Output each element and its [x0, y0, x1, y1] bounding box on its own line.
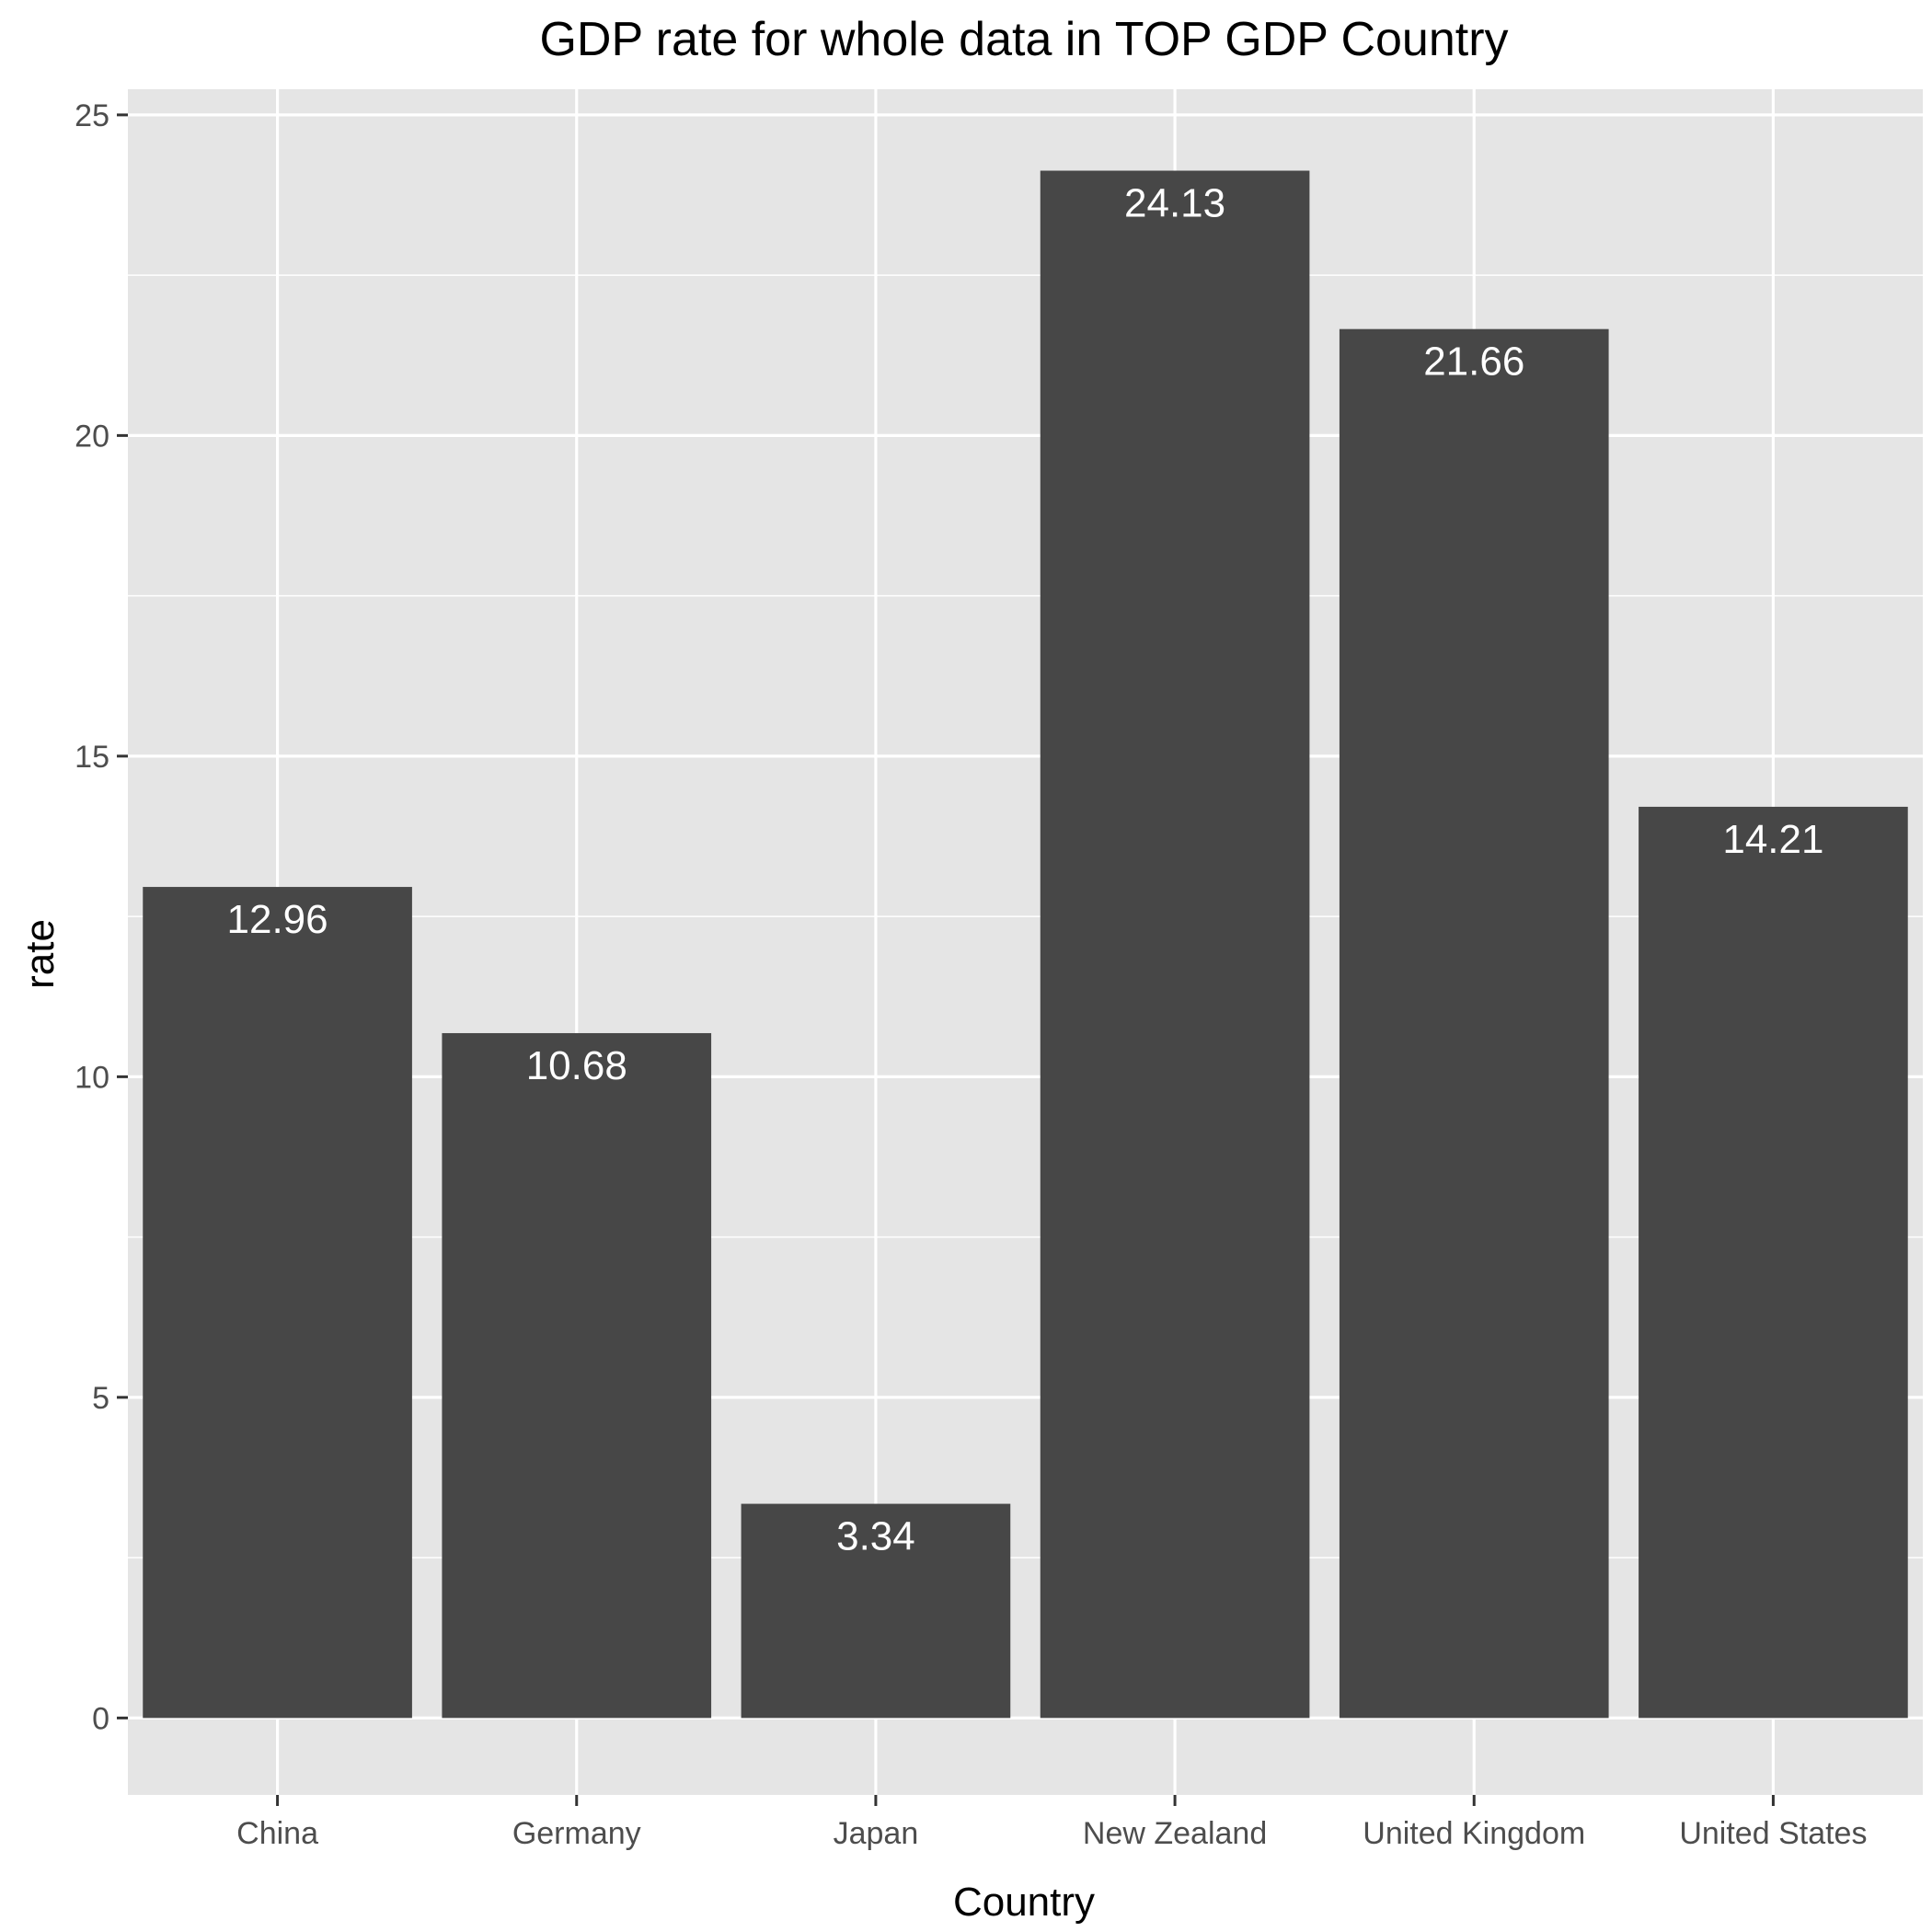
chart-title: GDP rate for whole data in TOP GDP Count…: [539, 13, 1508, 66]
x-tick-label: China: [236, 1816, 318, 1851]
y-tick-label: 0: [92, 1701, 109, 1736]
y-tick-label: 5: [92, 1381, 109, 1416]
data-label: 12.96: [227, 897, 328, 942]
data-label: 10.68: [526, 1043, 627, 1088]
data-label: 21.66: [1423, 339, 1524, 385]
y-tick-label: 25: [75, 98, 109, 133]
bar: [1040, 170, 1310, 1719]
x-axis-title: Country: [953, 1880, 1095, 1925]
bar: [442, 1032, 712, 1719]
y-tick-label: 10: [75, 1060, 109, 1095]
data-label: 14.21: [1722, 817, 1823, 862]
x-tick-label: Japan: [834, 1816, 919, 1851]
bars: [143, 170, 1908, 1719]
x-tick-label: United Kingdom: [1363, 1816, 1585, 1851]
x-tick-label: Germany: [512, 1816, 641, 1851]
y-tick-label: 20: [75, 419, 109, 454]
y-tick-label: 15: [75, 740, 109, 775]
bar: [1639, 806, 1908, 1719]
x-tick-label: New Zealand: [1083, 1816, 1267, 1851]
data-label: 24.13: [1124, 181, 1225, 226]
x-axis: China Germany Japan New Zealand United Kingd…: [236, 1795, 1867, 1851]
y-axis-title: rate: [17, 919, 63, 989]
bar: [143, 887, 412, 1719]
data-label: 3.34: [836, 1514, 915, 1559]
y-axis: 0 5 10 15 20 25: [75, 98, 128, 1736]
bar: [1339, 328, 1609, 1719]
minor-gridlines: [128, 274, 1923, 1558]
x-tick-label: United States: [1679, 1816, 1867, 1851]
bar: [741, 1503, 1011, 1719]
data-labels: 12.96 10.68 3.34 24.13 21.66 14.21: [227, 181, 1824, 1559]
plot-panel: [128, 89, 1923, 1795]
